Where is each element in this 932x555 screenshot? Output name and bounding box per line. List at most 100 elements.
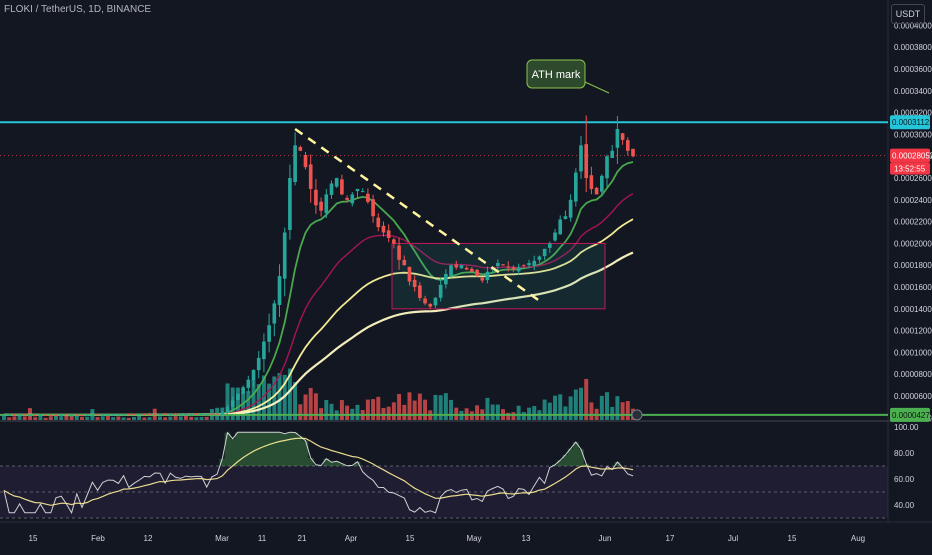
time-tick-label: Mar (215, 534, 229, 543)
candle-body (142, 414, 147, 416)
candle-body (85, 415, 89, 417)
candle-body (210, 413, 214, 415)
volume-bar (204, 416, 209, 420)
volume-bar (324, 399, 329, 420)
volume-bar (542, 399, 547, 420)
rsi-tick-label: 80.00 (894, 449, 915, 458)
volume-bar (183, 415, 188, 420)
ath-callout-box[interactable] (526, 59, 586, 89)
time-tick-label: Jun (599, 534, 612, 543)
candle-body (558, 219, 563, 235)
volume-bar (391, 402, 396, 420)
candle-body (267, 325, 271, 342)
volume-bar (485, 397, 490, 420)
candle-body (33, 415, 38, 417)
candle-body (7, 414, 12, 416)
volume-bar (521, 412, 526, 420)
candle-body (69, 415, 74, 417)
candle-body (542, 248, 547, 257)
downtrend-line[interactable] (294, 127, 541, 303)
volume-bar (12, 416, 17, 420)
candle-body (433, 297, 438, 306)
candle-body (28, 415, 32, 417)
time-tick-label: 21 (298, 534, 307, 543)
candle-body (470, 268, 474, 272)
current-price-label-box (890, 148, 930, 163)
candle-body (163, 413, 167, 415)
volume-bar (22, 416, 27, 420)
candle-body (54, 414, 58, 416)
volume-bar (584, 378, 589, 420)
volume-bar (339, 400, 344, 420)
candle-body (194, 413, 199, 415)
candle-body (449, 265, 453, 276)
volume-bar (423, 399, 428, 420)
candle-body (293, 145, 297, 183)
currency-button[interactable]: USDT (891, 4, 925, 24)
candle-body (59, 415, 64, 417)
ath-callout-label: ATH mark (532, 69, 581, 81)
volume-bar (33, 417, 38, 420)
volume-bar (527, 407, 532, 420)
candle-body (184, 414, 188, 416)
candle-body (147, 414, 152, 416)
candle-body (615, 128, 620, 148)
volume-bar (105, 415, 110, 420)
volume-bar (417, 393, 422, 420)
time-tick-label: 15 (29, 534, 38, 543)
candle-body (158, 414, 162, 416)
candle-body (277, 276, 282, 306)
candle-body (376, 217, 381, 228)
rsi-ma-line (3, 437, 634, 506)
candle-body (173, 413, 178, 415)
candle-body (215, 413, 219, 415)
consolidation-box[interactable] (391, 242, 606, 310)
volume-bar (251, 380, 256, 420)
candle-body (579, 145, 583, 172)
candle-body (340, 179, 344, 195)
candle-body (329, 183, 334, 195)
time-tick-label: May (466, 534, 481, 543)
volume-bar (365, 399, 370, 420)
candle-body (532, 260, 537, 266)
volume-bar (303, 394, 308, 420)
candle-body (366, 193, 370, 203)
candle-body (610, 150, 615, 159)
candle-body (438, 284, 443, 298)
time-tick-label: Apr (345, 534, 358, 543)
candle-body (480, 277, 485, 281)
volume-bar (69, 416, 74, 420)
candle-body (360, 191, 365, 193)
candle-body (132, 414, 136, 416)
candle-body (178, 414, 183, 416)
volume-bar (386, 406, 391, 420)
volume-bar (64, 415, 69, 420)
alert-icon[interactable] (631, 409, 643, 421)
candle-body (625, 140, 630, 151)
candle-body (308, 164, 313, 189)
candle-body (496, 263, 500, 267)
time-tick-label: 11 (258, 534, 267, 543)
volume-bar (168, 416, 173, 420)
volume-bar (407, 392, 412, 420)
time-tick-label: Aug (851, 534, 865, 543)
time-tick-label: 12 (144, 534, 153, 543)
candle-body (537, 256, 542, 260)
volume-bar (2, 415, 6, 420)
volume-bar (116, 416, 121, 420)
candle-body (516, 267, 521, 272)
volume-bar (293, 382, 298, 420)
volume-bar (625, 400, 630, 420)
candle-body (548, 243, 552, 248)
candle-body (605, 156, 609, 179)
volume-bar (615, 396, 620, 420)
